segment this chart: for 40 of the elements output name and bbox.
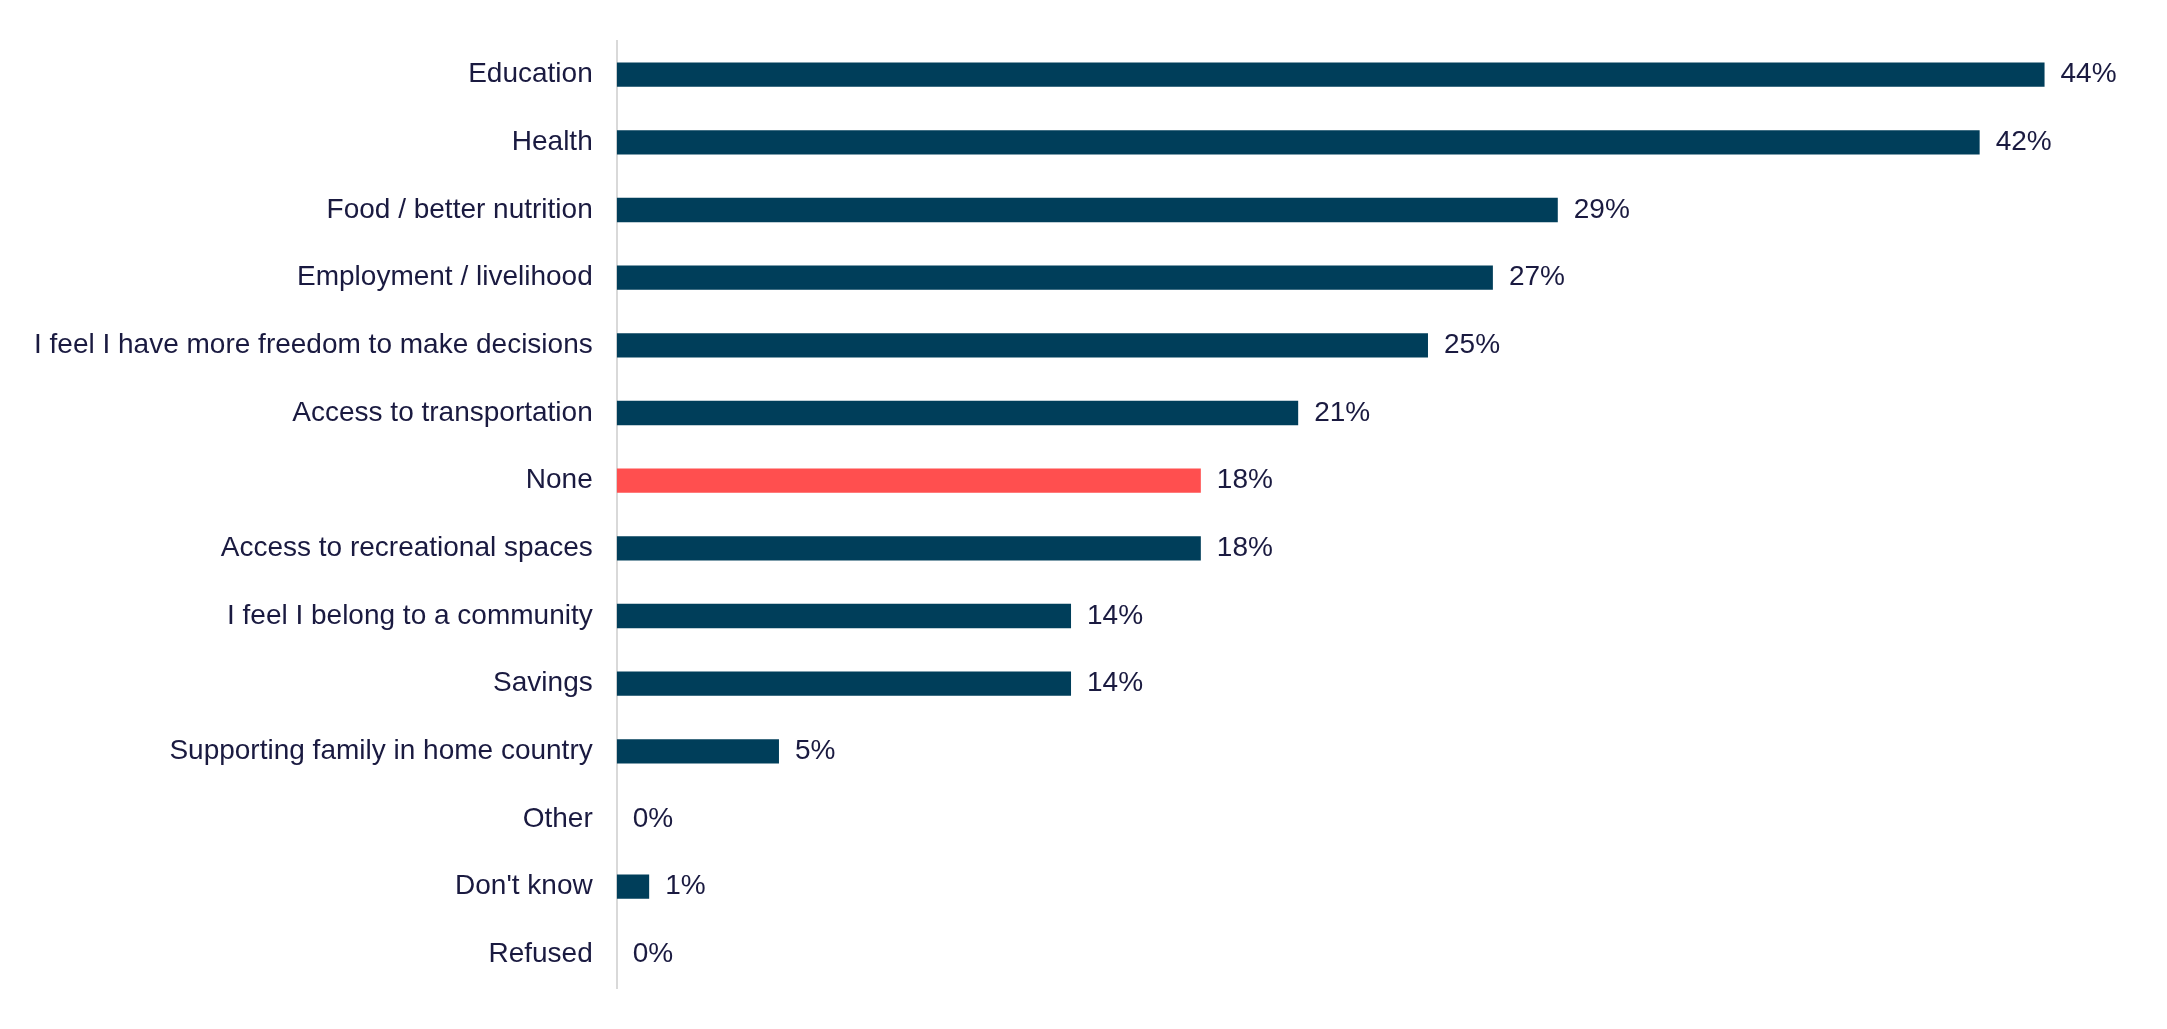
bar xyxy=(616,130,1980,155)
data-label: 29% xyxy=(1573,192,1630,224)
data-label: 14% xyxy=(1087,598,1144,630)
y-tick-label: Health xyxy=(511,125,593,157)
data-label: 18% xyxy=(1216,531,1273,563)
y-tick-label: Other xyxy=(522,801,593,833)
data-label: 21% xyxy=(1314,395,1371,427)
bar xyxy=(616,265,1493,290)
bar xyxy=(616,468,1201,493)
y-tick-label: Education xyxy=(468,57,593,89)
bar xyxy=(616,874,650,899)
y-tick-label: Refused xyxy=(488,937,593,969)
y-tick-label: Food / better nutrition xyxy=(326,192,593,224)
y-tick-label: None xyxy=(525,463,593,495)
bar xyxy=(616,536,1201,561)
data-label: 25% xyxy=(1443,328,1501,360)
bar xyxy=(616,333,1428,358)
data-label: 42% xyxy=(1995,125,2052,157)
y-tick-label: Access to transportation xyxy=(292,395,593,427)
y-tick-label: I feel I belong to a community xyxy=(226,598,593,630)
y-tick-label: Supporting family in home country xyxy=(169,734,593,766)
data-label: 44% xyxy=(2060,57,2117,89)
data-label: 0% xyxy=(632,801,674,833)
data-label: 18% xyxy=(1216,463,1273,495)
bar xyxy=(616,197,1558,223)
data-label: 14% xyxy=(1087,666,1144,698)
y-tick-label: Savings xyxy=(493,666,593,698)
data-label: 1% xyxy=(665,869,706,901)
bar xyxy=(616,603,1072,629)
bar xyxy=(616,671,1072,696)
y-tick-label: Don't know xyxy=(455,869,594,901)
bar xyxy=(616,400,1299,426)
data-label: 0% xyxy=(632,937,674,969)
bar xyxy=(616,739,779,764)
y-tick-label: Access to recreational spaces xyxy=(220,531,593,563)
y-tick-label: I feel I have more freedom to make decisions xyxy=(34,328,593,360)
bar xyxy=(616,62,2045,87)
data-label: 5% xyxy=(794,734,836,766)
y-tick-label: Employment / livelihood xyxy=(297,260,593,292)
data-label: 27% xyxy=(1508,260,1565,292)
